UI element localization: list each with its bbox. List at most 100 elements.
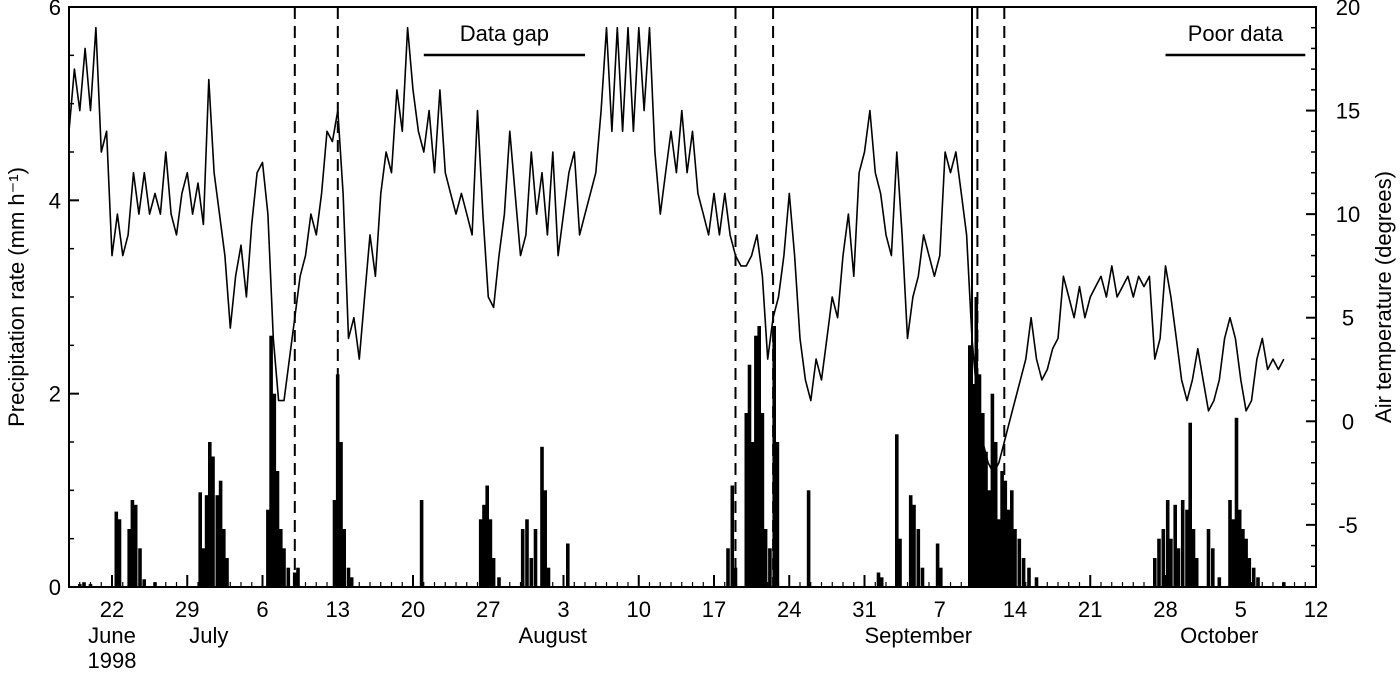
- precip-bar: [204, 495, 209, 587]
- precip-bar: [282, 548, 286, 587]
- precip-bar: [349, 577, 354, 587]
- temperature-line: [68, 26, 1285, 474]
- precip-bar: [335, 374, 340, 587]
- precip-bar: [1237, 509, 1242, 587]
- annotation-label: Data gap: [460, 21, 549, 46]
- precip-bar: [419, 500, 424, 587]
- precip-bar: [1191, 529, 1196, 587]
- y-axis-title-right: Air temperature (degrees): [1371, 171, 1396, 423]
- x-tick-label: 21: [1078, 597, 1102, 622]
- precip-bar: [215, 495, 220, 587]
- x-tick-label: 5: [1235, 597, 1247, 622]
- precip-bar: [1241, 529, 1245, 587]
- precip-bar: [1006, 509, 1011, 587]
- precip-bar: [1176, 548, 1181, 587]
- precip-bar: [1188, 422, 1192, 587]
- precip-bar: [127, 529, 131, 587]
- precipitation-bars: [78, 297, 1286, 587]
- precip-bar: [133, 504, 138, 587]
- month-label: October: [1180, 623, 1258, 648]
- y-tick-label-right: 15: [1336, 99, 1360, 124]
- precip-bar: [1228, 500, 1232, 587]
- y-axis-title-left: Precipitation rate (mm h⁻¹): [4, 167, 29, 427]
- precip-bar: [876, 572, 881, 587]
- precip-bar: [117, 519, 122, 587]
- precip-bar: [1169, 538, 1173, 587]
- x-tick-label: 27: [476, 597, 500, 622]
- precip-bar: [1157, 538, 1161, 587]
- precip-bar: [525, 519, 529, 587]
- precip-bar: [279, 529, 283, 587]
- precip-bar: [1013, 529, 1017, 587]
- precip-bar: [1251, 567, 1256, 587]
- precip-bar: [1194, 558, 1199, 587]
- precip-bar: [754, 335, 758, 587]
- y-tick-label-right: -5: [1338, 513, 1358, 538]
- precip-bar: [488, 519, 493, 587]
- precip-bar: [775, 442, 780, 587]
- precip-bar: [939, 567, 943, 587]
- precip-bar: [757, 326, 761, 587]
- precip-bar: [478, 519, 483, 587]
- precip-bar: [768, 548, 772, 587]
- precip-bar: [218, 480, 223, 587]
- precip-bar: [898, 538, 902, 587]
- x-tick-label: 13: [326, 597, 350, 622]
- precip-bar: [990, 393, 995, 587]
- precip-bar: [1017, 538, 1022, 587]
- precip-bar: [1231, 519, 1235, 587]
- precip-bar: [208, 442, 212, 587]
- precip-bar: [342, 529, 346, 587]
- precip-bar: [346, 567, 351, 587]
- x-tick-label: 10: [627, 597, 651, 622]
- precip-bar: [1021, 558, 1026, 587]
- precip-bar: [987, 490, 991, 587]
- month-label: August: [519, 623, 588, 648]
- y-tick-label-left: 2: [49, 382, 61, 407]
- precip-bar: [1234, 417, 1239, 587]
- precip-bar: [920, 567, 925, 587]
- precip-bar: [1003, 480, 1008, 587]
- precip-bar: [201, 548, 206, 587]
- y-tick-label-right: 0: [1342, 409, 1354, 434]
- precip-bar: [895, 434, 899, 587]
- x-tick-label: 20: [401, 597, 425, 622]
- precip-bar: [546, 567, 551, 587]
- month-label: 1998: [88, 648, 137, 673]
- plot-frame: [68, 6, 1317, 588]
- precip-bar: [744, 413, 749, 587]
- y-tick-label-right: 10: [1336, 202, 1360, 227]
- precip-bar: [566, 543, 570, 587]
- precip-bar: [984, 451, 988, 587]
- precip-bar: [747, 364, 752, 587]
- precip-bar: [332, 500, 337, 587]
- x-tick-label: 29: [175, 597, 199, 622]
- precip-bar: [1244, 538, 1248, 587]
- precip-bar: [543, 490, 547, 587]
- precip-bar: [971, 384, 975, 587]
- precip-bar: [726, 548, 730, 587]
- x-tick-label: 14: [1003, 597, 1027, 622]
- precip-bar: [730, 485, 735, 587]
- precip-bar: [130, 500, 135, 587]
- precip-bar: [339, 442, 343, 587]
- precip-bar: [1010, 490, 1014, 587]
- x-tick-label: 6: [256, 597, 268, 622]
- y-tick-label-left: 6: [49, 0, 61, 20]
- x-tick-label: 7: [934, 597, 946, 622]
- precip-bar: [520, 529, 525, 587]
- precip-bar: [529, 558, 534, 587]
- precip-bar: [760, 413, 765, 587]
- precip-bar: [211, 456, 215, 587]
- precip-bar: [1256, 577, 1260, 587]
- temperature-series: [68, 26, 1285, 474]
- precip-bar: [138, 548, 142, 587]
- precip-bar: [968, 345, 972, 587]
- precip-bar: [977, 374, 982, 587]
- precip-bar: [1185, 509, 1189, 587]
- x-tick-label: 24: [777, 597, 801, 622]
- precip-bar: [482, 504, 486, 587]
- precip-bar: [879, 577, 884, 587]
